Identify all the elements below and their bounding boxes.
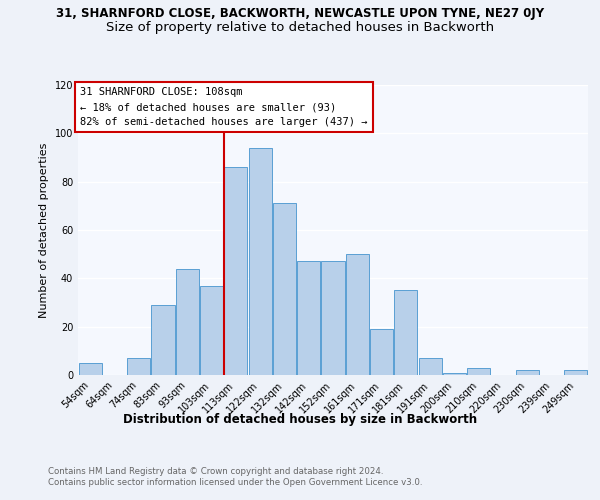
Text: Distribution of detached houses by size in Backworth: Distribution of detached houses by size … [123, 412, 477, 426]
Bar [443, 372, 466, 375]
Bar [224, 167, 247, 375]
Text: 31, SHARNFORD CLOSE, BACKWORTH, NEWCASTLE UPON TYNE, NE27 0JY: 31, SHARNFORD CLOSE, BACKWORTH, NEWCASTL… [56, 8, 544, 20]
Bar [127, 358, 150, 375]
Bar [467, 368, 490, 375]
Bar [79, 363, 101, 375]
Bar [151, 305, 175, 375]
Bar [273, 204, 296, 375]
Bar [394, 290, 418, 375]
Text: Size of property relative to detached houses in Backworth: Size of property relative to detached ho… [106, 21, 494, 34]
Text: 31 SHARNFORD CLOSE: 108sqm
← 18% of detached houses are smaller (93)
82% of semi: 31 SHARNFORD CLOSE: 108sqm ← 18% of deta… [80, 88, 368, 127]
Bar [370, 329, 393, 375]
Bar [176, 268, 199, 375]
Bar [297, 262, 320, 375]
Bar [516, 370, 539, 375]
Bar [200, 286, 223, 375]
Bar [346, 254, 369, 375]
Y-axis label: Number of detached properties: Number of detached properties [39, 142, 49, 318]
Bar [322, 262, 344, 375]
Bar [565, 370, 587, 375]
Bar [248, 148, 272, 375]
Text: Contains HM Land Registry data © Crown copyright and database right 2024.
Contai: Contains HM Land Registry data © Crown c… [48, 468, 422, 487]
Bar [419, 358, 442, 375]
